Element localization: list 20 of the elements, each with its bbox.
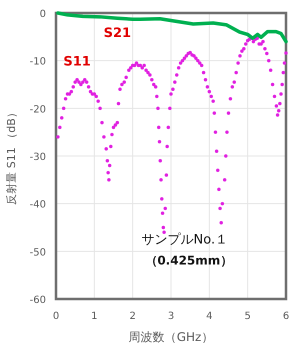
x-tick-label: 4 [206,311,213,322]
series-label: S11 [63,54,91,70]
x-tick-label: 5 [244,311,251,322]
y-axis-title: 反射量 S11 （dB） [5,107,18,205]
series-label: S21 [104,26,132,42]
x-tick-label: 0 [52,311,60,322]
x-tick-label: 1 [91,311,98,322]
y-tick-label: -20 [30,104,46,116]
y-tick-label: -40 [30,200,46,211]
x-axis-title: 周波数（GHz） [128,330,214,344]
y-tick-label: -50 [30,247,46,258]
x-tick-label: 2 [129,311,136,322]
annotation: （0.425mm） [145,254,232,268]
x-tick-label: 6 [282,311,290,322]
x-tick-label: 3 [168,311,174,322]
y-tick-label: -60 [30,295,46,306]
y-tick-label: -30 [30,152,46,163]
y-tick-label: 0 [40,9,46,20]
annotation: サンプルNo.１ [142,232,228,248]
y-tick-label: -10 [30,56,46,68]
